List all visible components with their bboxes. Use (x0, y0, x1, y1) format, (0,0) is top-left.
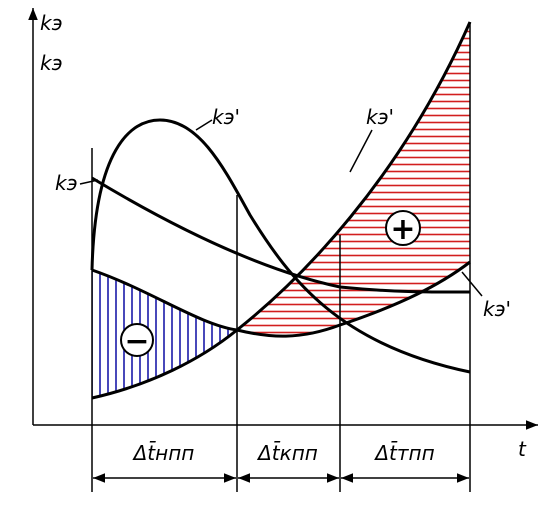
y-label: kэ (40, 51, 63, 75)
positive-region (237, 22, 470, 337)
leader (349, 129, 373, 173)
plus-sign: + (390, 212, 415, 247)
minus-sign: − (124, 324, 149, 359)
curve-k (91, 176, 471, 294)
curve-rising (91, 21, 472, 400)
curve-hump (90, 118, 471, 374)
curve-label: kэ' (212, 105, 240, 129)
sign-circle (385, 210, 421, 246)
interval-label: Δt̄кпп (256, 440, 318, 465)
leader (79, 179, 99, 185)
interval-label: Δt̄нпп (132, 440, 195, 465)
interval-label: Δt̄тпп (373, 440, 434, 465)
curve-label: kэ' (483, 297, 511, 321)
sign-circle (120, 323, 154, 357)
negative-region (92, 270, 237, 398)
y-label: kэ (40, 11, 63, 35)
x-label: t (518, 437, 527, 461)
leader (195, 119, 213, 131)
curve-label: kэ' (366, 105, 394, 129)
leader (461, 271, 483, 297)
curve-label: kэ (55, 171, 78, 195)
